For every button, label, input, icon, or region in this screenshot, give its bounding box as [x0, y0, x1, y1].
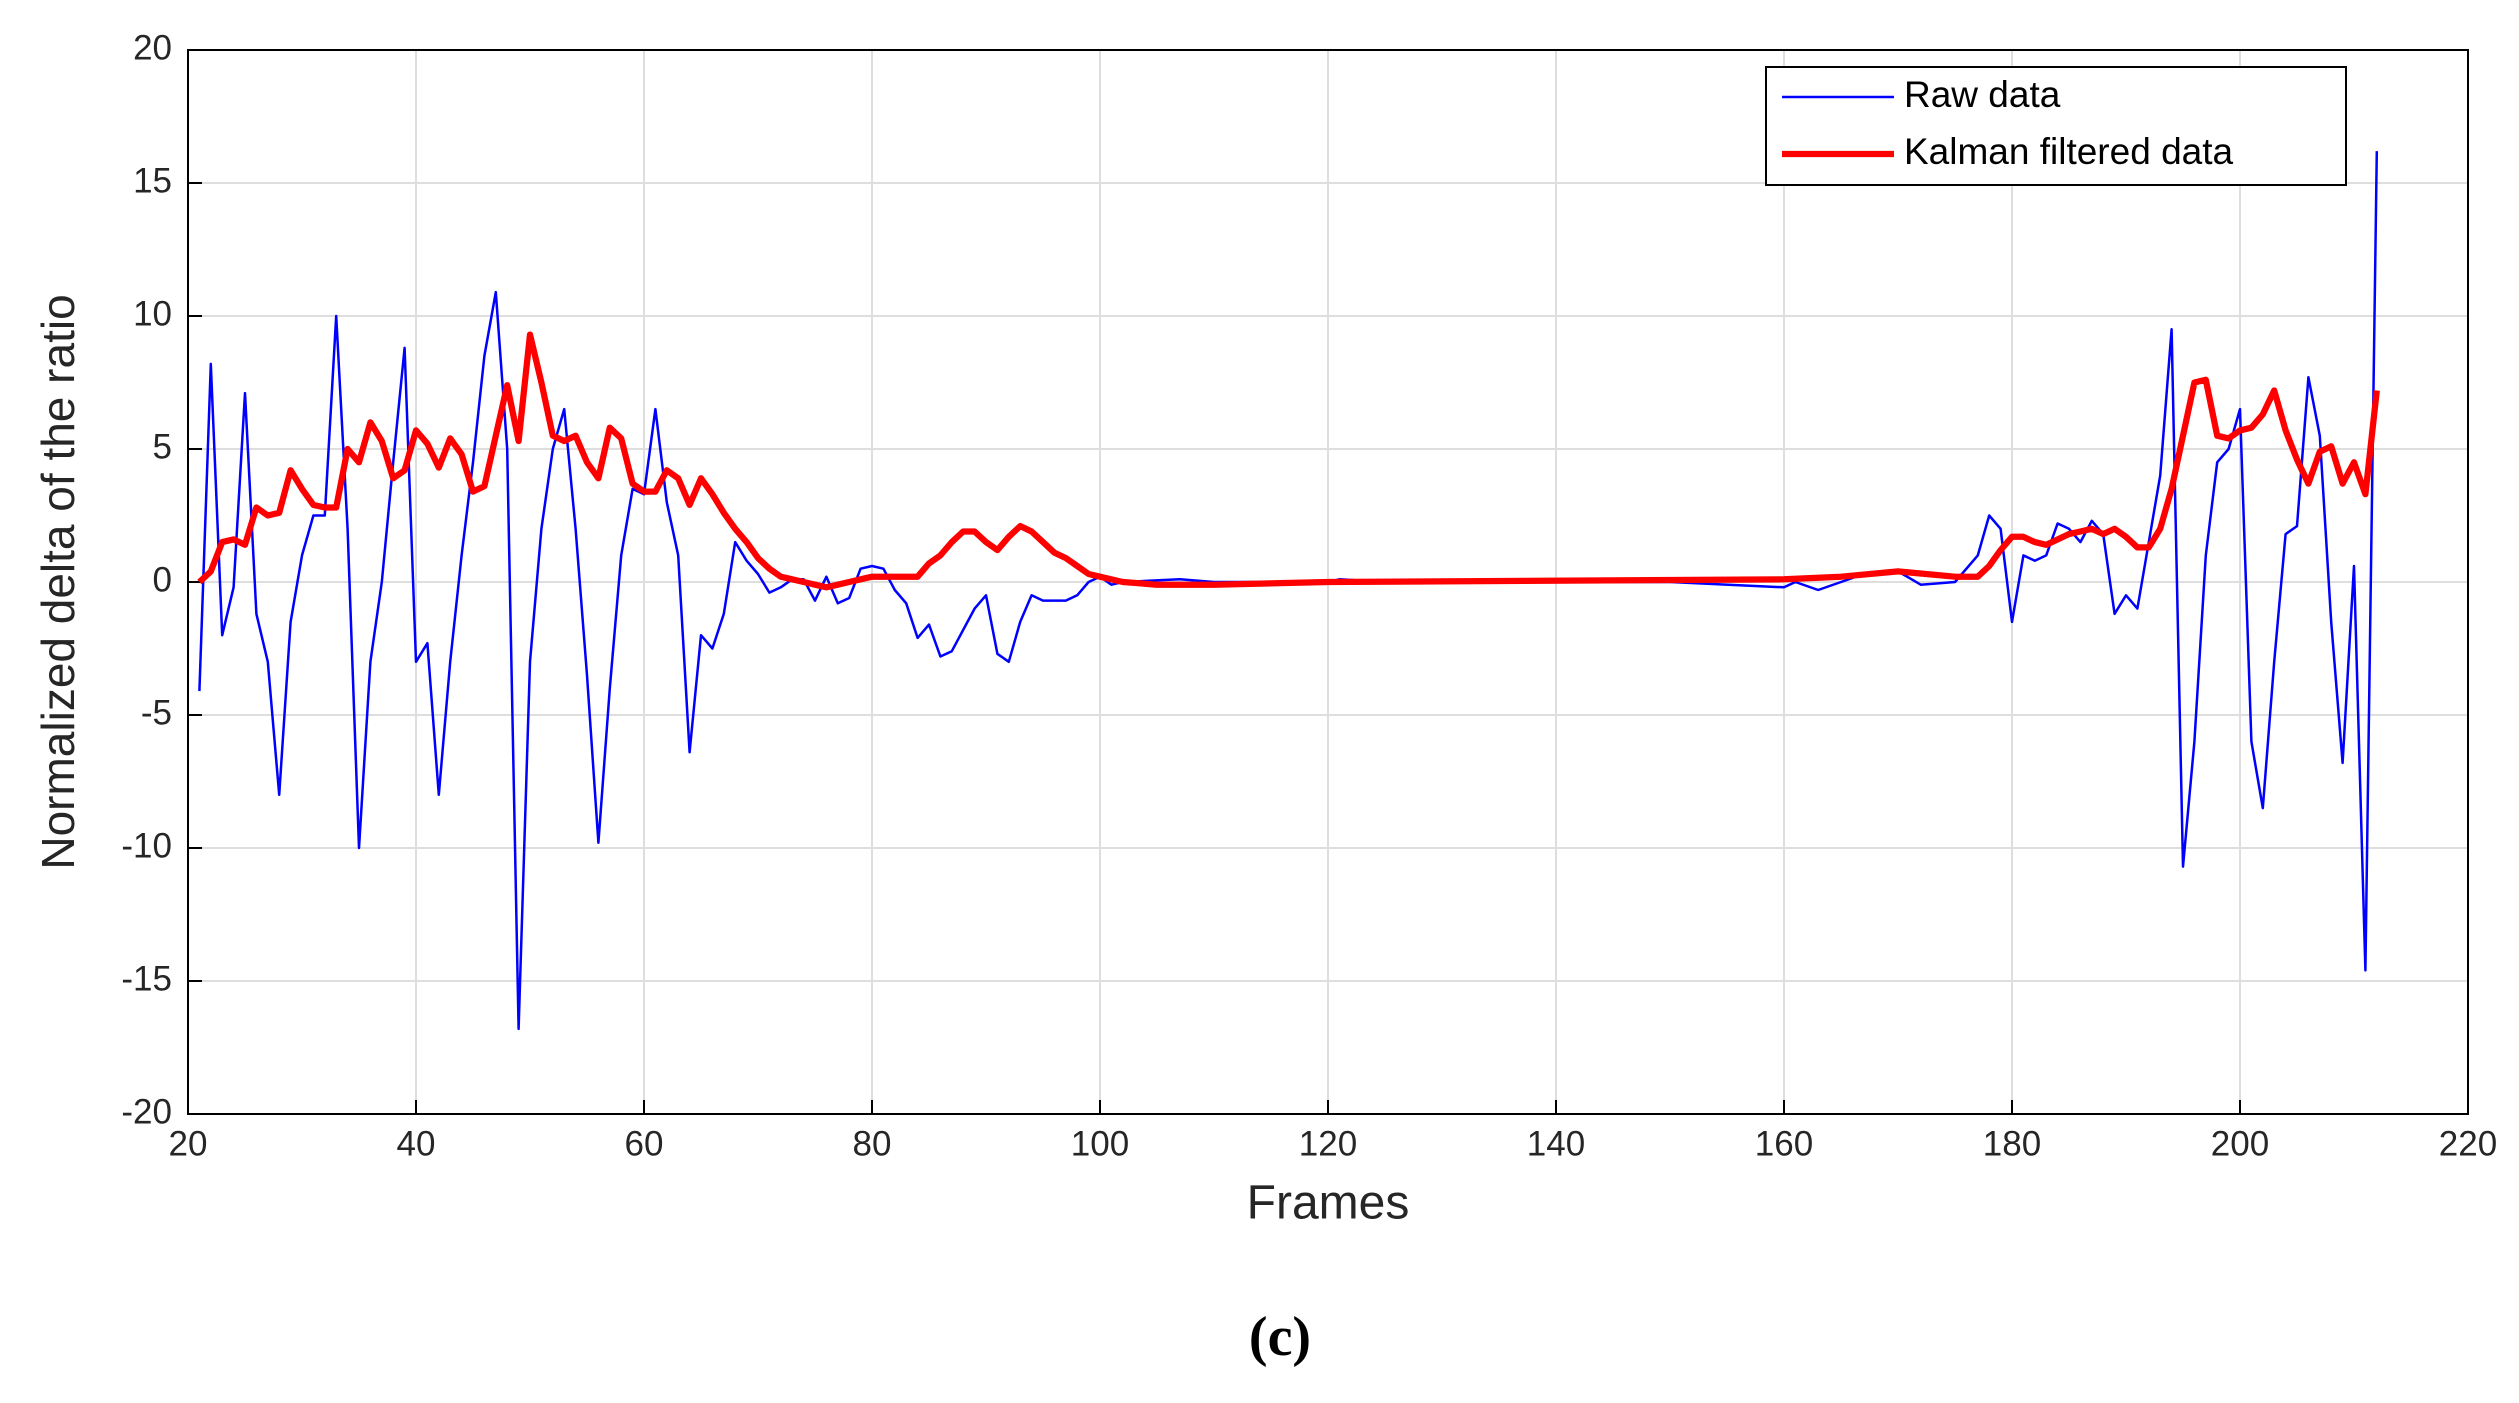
y-tick-label: -15	[121, 959, 172, 998]
y-axis-label: Normalized delta of the ratio	[32, 294, 84, 869]
legend-label: Kalman filtered data	[1904, 131, 2234, 172]
x-tick-label: 140	[1527, 1124, 1585, 1163]
series-line	[197, 331, 2380, 591]
x-tick-label: 160	[1755, 1124, 1813, 1163]
x-tick-label: 60	[625, 1124, 664, 1163]
legend: Raw data Kalman filtered data	[1765, 66, 2347, 186]
legend-box	[1765, 66, 2347, 186]
y-tick-label: -10	[121, 826, 172, 865]
y-tick-label: 0	[153, 560, 172, 599]
caption: (c)	[1249, 1306, 1311, 1368]
x-tick-label: 180	[1983, 1124, 2041, 1163]
x-axis-label: Frames	[1247, 1177, 1410, 1230]
y-tick-label: 5	[153, 427, 172, 466]
x-tick-label: 120	[1299, 1124, 1357, 1163]
y-tick-label: 20	[133, 28, 172, 67]
plot-frame	[187, 49, 2469, 1115]
x-tick-label: 220	[2439, 1124, 2497, 1163]
legend-label: Raw data	[1904, 74, 2061, 115]
y-tick-label: 15	[133, 161, 172, 200]
x-tick-label: 20	[169, 1124, 208, 1163]
y-tick-label: 10	[133, 294, 172, 333]
y-tick-label: -5	[141, 693, 172, 732]
x-tick-label: 200	[2211, 1124, 2269, 1163]
x-tick-label: 40	[397, 1124, 436, 1163]
y-tick-label: -20	[121, 1092, 172, 1131]
series-line	[198, 151, 2379, 1031]
x-tick-label: 100	[1071, 1124, 1129, 1163]
x-tick-label: 80	[853, 1124, 892, 1163]
